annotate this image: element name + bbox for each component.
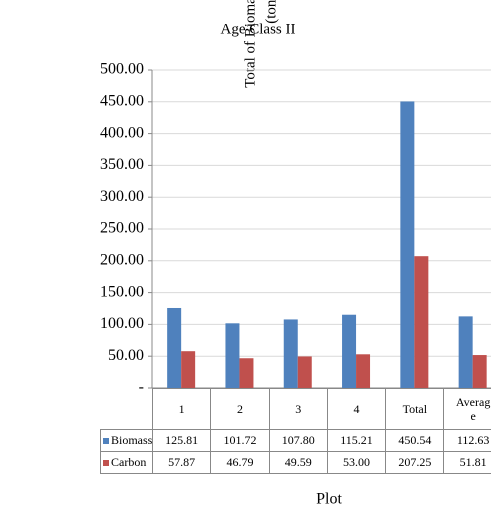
y-tick-label: 350.00	[100, 156, 144, 173]
x-tick-label: Total	[385, 388, 445, 430]
y-tick-label: -	[139, 379, 144, 396]
y-axis-label-line: Total of Biomass and Carbon	[242, 0, 258, 88]
y-axis-label-line: (ton/ha)	[263, 0, 279, 24]
bar	[297, 356, 312, 388]
legend-item: Biomass	[100, 429, 153, 452]
y-tick-label: 250.00	[100, 220, 144, 237]
bar	[472, 355, 487, 388]
legend-swatch	[103, 460, 109, 467]
legend-label: Biomass	[111, 433, 153, 447]
x-tick-label: Average	[443, 388, 491, 430]
x-tick-label: 3	[268, 388, 328, 430]
y-tick-label: 100.00	[100, 315, 144, 332]
y-tick-label: 150.00	[100, 283, 144, 300]
y-tick-label: 300.00	[100, 188, 144, 205]
y-tick-label: 450.00	[100, 92, 144, 109]
data-label: 53.00	[326, 451, 387, 474]
y-tick-label: 200.00	[100, 251, 144, 268]
bar	[414, 256, 429, 388]
data-label: 57.87	[151, 451, 212, 474]
data-label: 46.79	[210, 451, 270, 474]
data-label: 450.54	[385, 429, 445, 452]
data-label: 101.72	[210, 429, 270, 452]
legend-label: Carbon	[111, 455, 147, 469]
bar	[181, 351, 196, 388]
bar	[400, 101, 415, 389]
data-label: 49.59	[268, 451, 328, 474]
chart-title: Age Class II	[221, 21, 296, 37]
x-tick-label: 1	[151, 388, 212, 430]
y-tick-label: 50.00	[108, 347, 144, 364]
table-corner	[100, 388, 153, 430]
bar	[167, 307, 182, 388]
data-label: 112.63	[443, 429, 491, 452]
x-axis-label: Plot	[316, 491, 342, 508]
data-label: 125.81	[151, 429, 212, 452]
data-label: 107.80	[268, 429, 328, 452]
bar	[458, 316, 473, 388]
legend-swatch	[103, 438, 109, 445]
x-tick-label: 2	[210, 388, 270, 430]
bar	[356, 354, 371, 388]
bar	[283, 319, 298, 388]
y-tick-label: 500.00	[100, 61, 144, 78]
legend-item: Carbon	[100, 451, 153, 474]
table-row: Carbon 57.87 46.79 49.59 53.00 207.25 51.81	[100, 451, 491, 474]
data-label: 207.25	[385, 451, 445, 474]
bar	[342, 314, 357, 388]
bar	[239, 358, 254, 388]
x-tick-label: 4	[326, 388, 387, 430]
data-label: 115.21	[326, 429, 387, 452]
bar	[225, 323, 240, 388]
table-row: Biomass 125.81 101.72 107.80 115.21 450.54 112…	[100, 429, 491, 452]
table-header-row: 1 2 3 4 Total Average	[100, 388, 491, 430]
data-table: 1 2 3 4 Total Average Biomass 125.81 101.72 107.8…	[100, 388, 491, 474]
y-axis-label: Total of Biomass and Carbon (ton/ha)	[242, 0, 279, 88]
y-tick-label: 400.00	[100, 124, 144, 141]
data-label: 51.81	[443, 451, 491, 474]
